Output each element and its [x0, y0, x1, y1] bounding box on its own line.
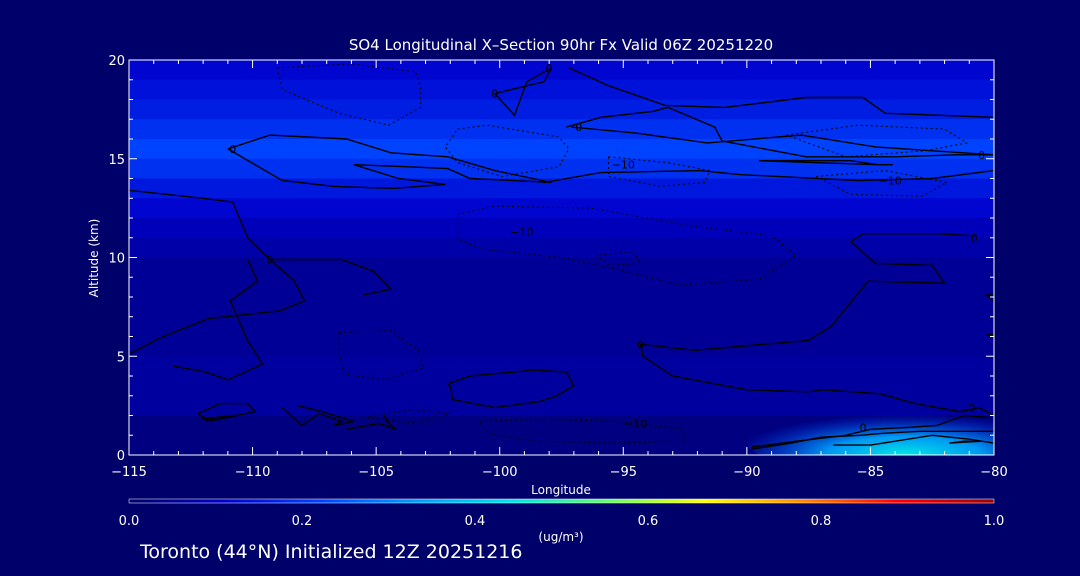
contour-label: 0	[491, 88, 498, 101]
y-tick-label: 10	[108, 252, 125, 267]
y-tick-label: 0	[117, 449, 125, 464]
contour-solid	[833, 434, 994, 446]
y-axis-label: Altitude (km)	[87, 219, 101, 298]
fill-band	[129, 119, 994, 140]
contour-solid	[447, 369, 575, 409]
contour-solid	[751, 414, 990, 448]
contour-solid	[227, 134, 552, 190]
contour-solid	[571, 126, 994, 156]
contour-solid	[196, 402, 257, 423]
contour-dashed	[276, 63, 422, 126]
contour-dashed	[608, 156, 711, 187]
fill-band	[129, 218, 994, 239]
colorbar-tick-label: 0.8	[811, 514, 832, 529]
contour-dashed	[786, 124, 969, 158]
contour-label: 0	[546, 62, 553, 75]
y-tick-label: 20	[108, 54, 125, 69]
x-tick-label: −100	[482, 465, 518, 480]
fill-band	[129, 139, 994, 160]
contour-solid	[751, 430, 994, 450]
contour-solid	[346, 415, 397, 430]
contour-solid	[493, 67, 553, 117]
contour-label: 0	[860, 421, 867, 434]
chart-title: SO4 Longitudinal X–Section 90hr Fx Valid…	[349, 36, 773, 54]
colorbar-tick-label: 0.4	[465, 514, 486, 529]
x-axis: −115 −110 −105 −100 −95 −90 −85 −80	[111, 60, 1008, 480]
contour-lines	[129, 63, 994, 450]
contour-label: 0	[971, 232, 978, 245]
concentration-hotspot	[746, 407, 994, 455]
contour-dashed	[815, 170, 949, 197]
fill-band	[129, 178, 994, 199]
fill-band	[129, 99, 994, 120]
fill-band	[129, 237, 994, 258]
contour-solid	[759, 159, 878, 166]
contour-label: 0	[229, 143, 236, 156]
contour-label: −10	[879, 174, 902, 187]
contour-label: 0	[968, 402, 975, 415]
contour-solid	[566, 106, 994, 158]
contour-label: 0	[266, 253, 273, 266]
fill-band	[129, 356, 994, 416]
contour-solid	[269, 258, 393, 296]
fill-band	[129, 257, 994, 357]
plot-area: 0 0 0 0 −10 −10 0 −10 0 0 0 0 −10 0	[128, 59, 995, 456]
contour-label: 0	[978, 149, 985, 162]
x-tick-label: −95	[610, 465, 637, 480]
contour-solid	[568, 67, 994, 118]
colorbar: 0.0 0.2 0.4 0.6 0.8 1.0 (ug/m³)	[119, 498, 1005, 544]
contour-solid	[281, 404, 355, 427]
colorbar-gradient	[128, 498, 995, 504]
colorbar-tick-label: 0.2	[292, 514, 313, 529]
contour-solid	[544, 169, 994, 184]
contour-labels: 0 0 0 0 −10 −10 0 −10 0 0 0 0 −10 0	[229, 62, 985, 434]
contour-dashed	[444, 124, 570, 178]
contour-dashed	[457, 205, 798, 286]
colorbar-tick-label: 0.0	[119, 514, 140, 529]
contour-solid	[129, 189, 306, 355]
contour-solid	[949, 440, 982, 444]
fill-band	[129, 158, 994, 179]
contour-label: −10	[612, 159, 635, 172]
y-tick-label: 5	[117, 350, 125, 365]
contour-label: 0	[575, 121, 582, 134]
footer-caption: Toronto (44°N) Initialized 12Z 20251216	[140, 541, 523, 563]
x-tick-label: −115	[111, 465, 147, 480]
x-axis-label: Longitude	[531, 483, 591, 497]
contour-dashed	[479, 418, 686, 444]
contour-solid	[173, 259, 264, 381]
fill-band	[129, 198, 994, 219]
fill-band	[129, 79, 994, 100]
y-axis: 0 5 10 15 20	[108, 54, 994, 464]
x-tick-label: −80	[980, 465, 1007, 480]
colorbar-units: (ug/m³)	[538, 530, 583, 544]
contour-label: −10	[510, 226, 533, 239]
concentration-fill	[129, 60, 994, 416]
colorbar-tick-label: 0.6	[638, 514, 659, 529]
contour-label: −10	[624, 417, 647, 430]
colorbar-ticks: 0.0 0.2 0.4 0.6 0.8 1.0	[119, 514, 1005, 529]
contour-label: 0	[637, 338, 644, 351]
x-tick-label: −85	[857, 465, 884, 480]
fill-band	[129, 60, 994, 81]
x-tick-label: −105	[358, 465, 394, 480]
y-tick-label: 15	[108, 153, 125, 168]
colorbar-tick-label: 1.0	[984, 514, 1005, 529]
x-tick-label: −90	[733, 465, 760, 480]
x-tick-label: −110	[235, 465, 271, 480]
contour-solid	[984, 294, 994, 302]
contour-solid	[200, 414, 233, 421]
contour-solid	[639, 233, 994, 417]
